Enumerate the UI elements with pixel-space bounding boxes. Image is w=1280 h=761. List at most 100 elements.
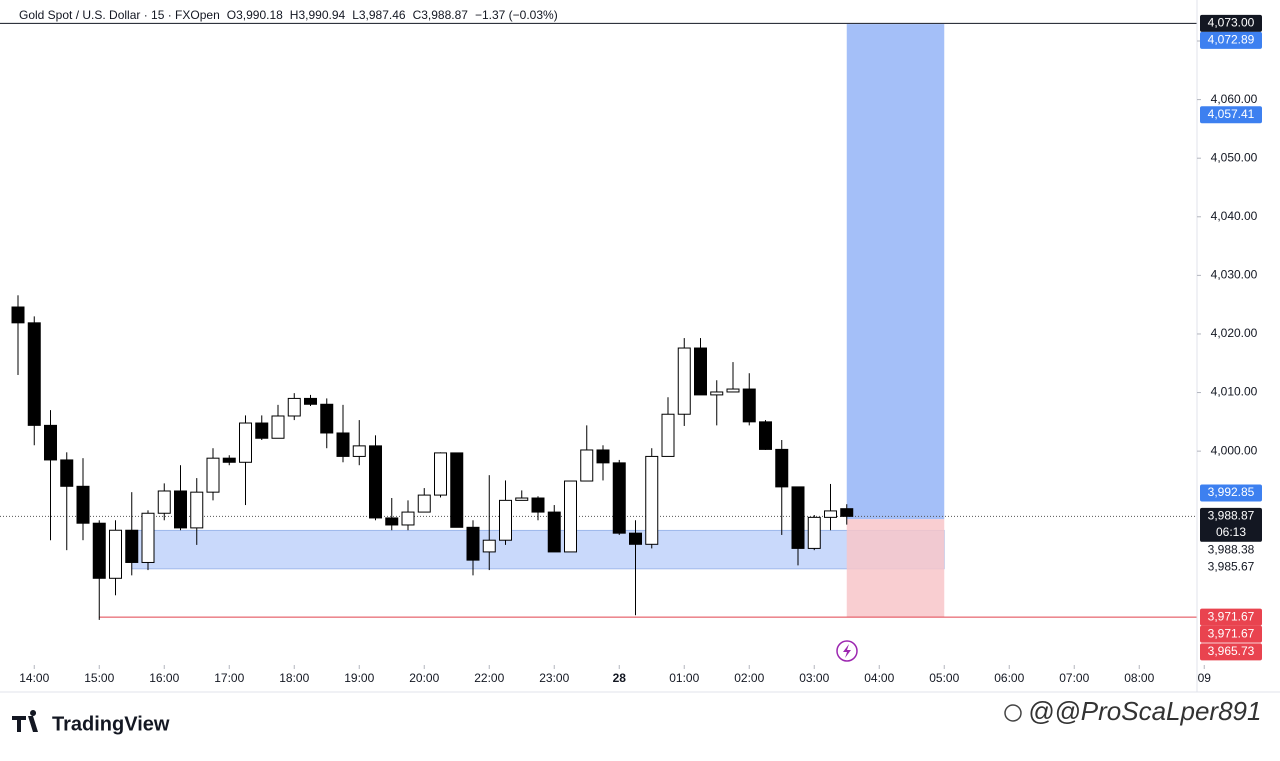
candle-body	[515, 497, 529, 501]
price-label-box	[1200, 643, 1262, 661]
y-tick-label: 4,020.00	[1211, 326, 1258, 340]
candle-body	[450, 452, 464, 528]
candle-body	[580, 449, 594, 482]
legend-value: −1.37 (−0.03%)	[475, 8, 558, 22]
x-tick-label: 20:00	[409, 671, 439, 685]
x-tick-label: 05:00	[929, 671, 959, 685]
price-label: 4,057.41	[1208, 107, 1255, 121]
x-tick-label: 01:00	[669, 671, 699, 685]
candle-body	[369, 445, 383, 519]
x-tick-label: 08:00	[1124, 671, 1154, 685]
price-label-box	[1200, 507, 1262, 542]
plot-area	[0, 22, 1197, 620]
price-label: 3,985.67	[1208, 560, 1255, 574]
legend-value: L3,987.46	[352, 8, 406, 22]
x-tick-label: 03:00	[799, 671, 829, 685]
candle-body	[742, 388, 756, 423]
x-tick-label: 28	[613, 671, 627, 685]
candle-body	[726, 388, 740, 393]
candle-body	[271, 415, 285, 439]
candle-body	[482, 539, 496, 553]
watermark-text: @@ProScaLper891	[1028, 696, 1261, 726]
legend-value: O3,990.18	[227, 8, 283, 22]
candle-body	[304, 397, 318, 405]
x-tick-label: 07:00	[1059, 671, 1089, 685]
x-tick-label: 02:00	[734, 671, 764, 685]
candle-body	[645, 455, 659, 545]
candle-body	[11, 306, 25, 324]
y-tick-label: 4,010.00	[1211, 385, 1258, 399]
zone	[131, 529, 945, 570]
legend-title: Gold Spot / U.S. Dollar · 15 · FXOpen	[19, 8, 220, 22]
x-tick-label: 22:00	[474, 671, 504, 685]
price-label-box	[1200, 558, 1262, 576]
candle-body	[141, 512, 155, 563]
candle-body	[661, 413, 675, 457]
price-label: 3,988.38	[1208, 543, 1255, 557]
y-tick-label: 4,000.00	[1211, 443, 1258, 457]
candle-body	[547, 511, 561, 553]
price-label: 3,992.85	[1208, 485, 1255, 499]
price-label-box	[1200, 484, 1262, 502]
candle-body	[157, 490, 171, 514]
x-tick-label: 19:00	[344, 671, 374, 685]
price-label: 3,971.67	[1208, 609, 1255, 623]
candle-body	[336, 432, 350, 457]
candle-body	[775, 448, 789, 488]
price-label-box	[1200, 541, 1262, 559]
candle-body	[239, 422, 253, 463]
candle-body	[125, 529, 139, 563]
candle-body	[287, 397, 301, 417]
candle-body	[320, 403, 334, 434]
y-tick-label: 4,030.00	[1211, 268, 1258, 282]
candle-body	[677, 347, 691, 415]
price-label-box	[1200, 14, 1262, 32]
brand: TradingView	[52, 713, 170, 735]
candle-body	[222, 457, 236, 463]
candle-body	[352, 445, 366, 457]
x-tick-label: 23:00	[539, 671, 569, 685]
candle-body	[92, 522, 106, 579]
y-tick-label: 4,060.00	[1211, 92, 1258, 106]
candle-body	[190, 491, 204, 529]
loss-zone	[846, 519, 945, 618]
candle-body	[564, 480, 578, 553]
price-label: 4,072.89	[1208, 33, 1255, 47]
price-label: 3,988.87	[1208, 509, 1255, 523]
candle-body	[174, 490, 188, 529]
x-tick-label: 15:00	[84, 671, 114, 685]
price-label: 3,965.73	[1208, 644, 1255, 658]
candle-body	[710, 391, 724, 396]
x-tick-label: 09	[1198, 671, 1212, 685]
legend-value: H3,990.94	[290, 8, 346, 22]
candle-body	[76, 485, 90, 524]
candle-body	[109, 529, 123, 579]
candle-body	[612, 462, 626, 534]
price-label-box	[1200, 625, 1262, 643]
x-tick-label: 17:00	[214, 671, 244, 685]
price-label: 3,971.67	[1208, 626, 1255, 640]
candle-body	[759, 421, 773, 450]
x-tick-label: 14:00	[19, 671, 49, 685]
candle-body	[255, 422, 269, 439]
candle-body	[840, 508, 854, 517]
x-tick-label: 04:00	[864, 671, 894, 685]
profit-zone	[846, 24, 945, 520]
candle-body	[44, 424, 58, 461]
price-label-box	[1200, 31, 1262, 49]
candle-body	[417, 494, 431, 513]
x-tick-label: 06:00	[994, 671, 1024, 685]
candle-body	[60, 459, 74, 487]
tv-logo: TradingView	[12, 710, 170, 735]
candle-body	[596, 449, 610, 464]
lightning-icon	[836, 640, 858, 662]
candle-body	[401, 511, 415, 526]
price-label: 4,073.00	[1208, 16, 1255, 30]
y-tick-label: 4,040.00	[1211, 209, 1258, 223]
candle-body	[385, 517, 399, 526]
candle-body	[629, 532, 643, 545]
candle-body	[807, 516, 821, 549]
candle-body	[206, 457, 220, 493]
